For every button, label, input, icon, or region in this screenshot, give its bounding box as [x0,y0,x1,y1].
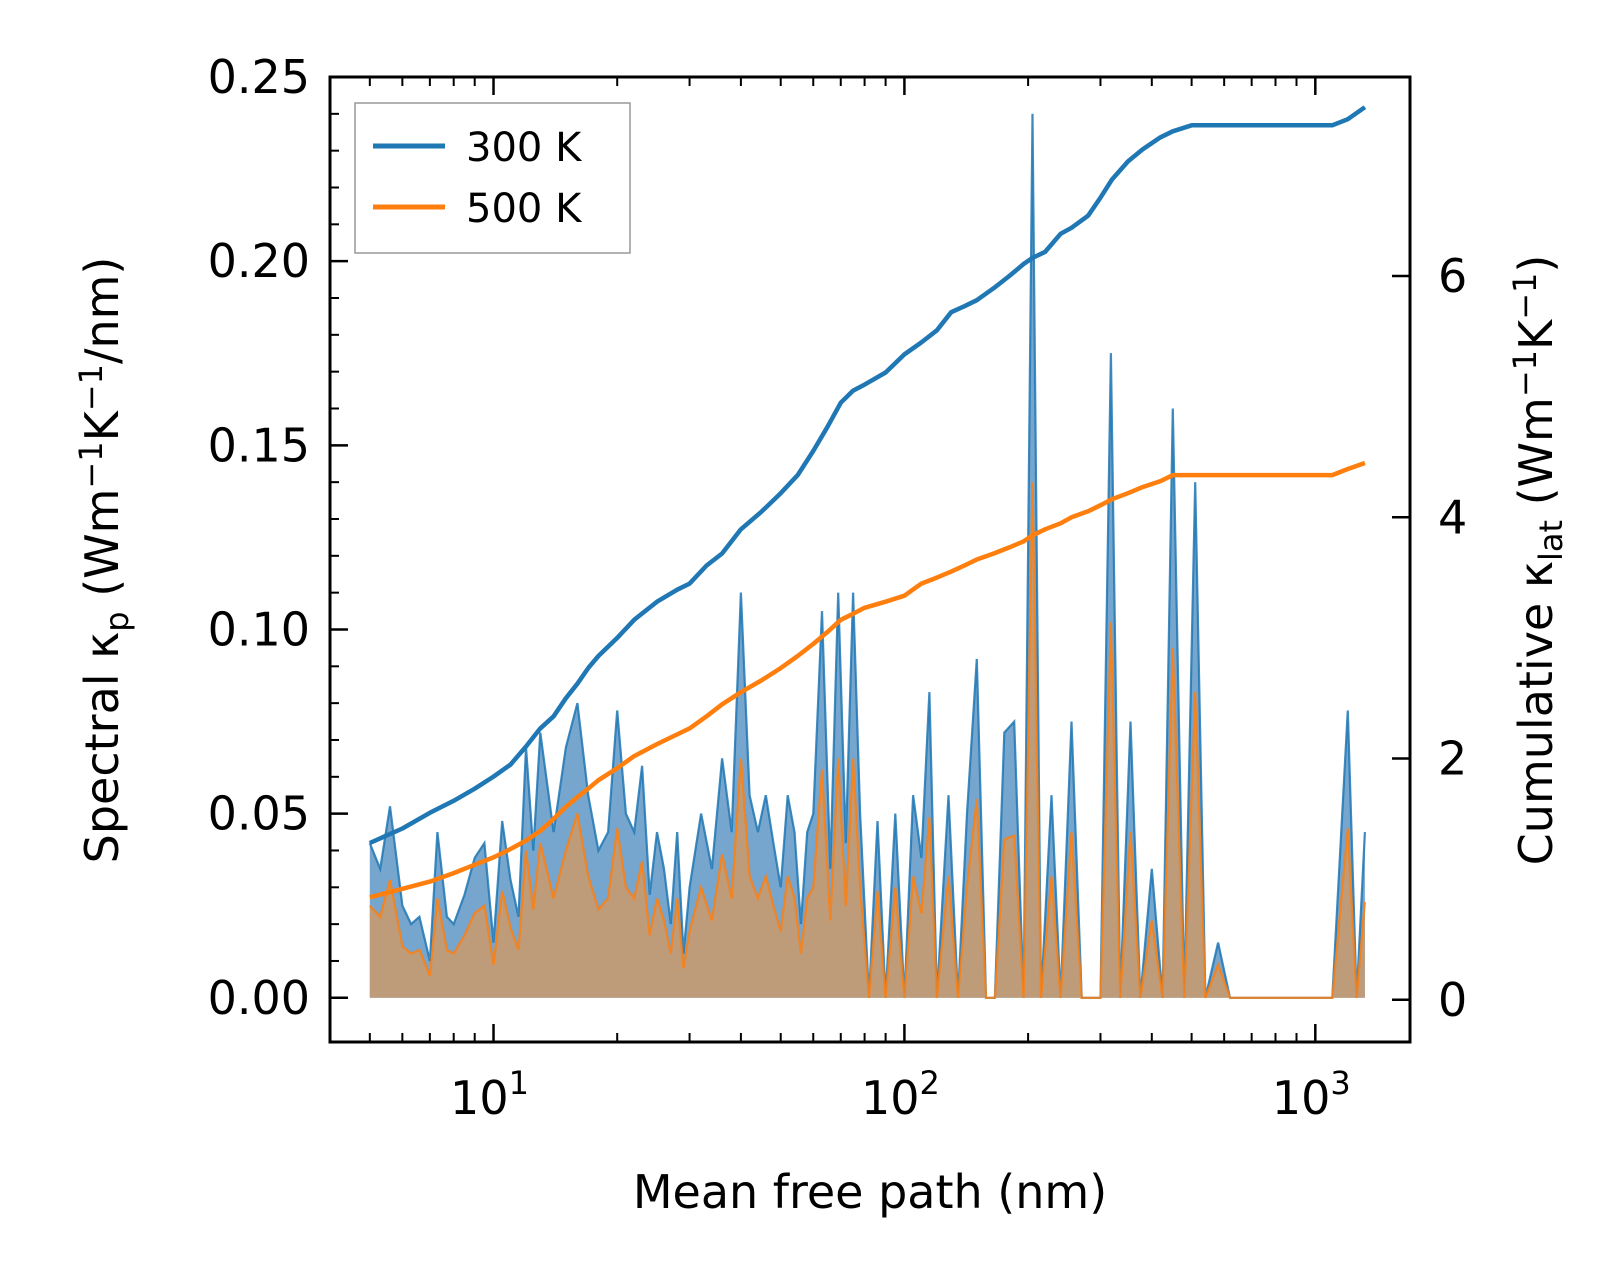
legend-box [354,102,631,254]
plot-frame [328,75,1412,1044]
legend-label-500k: 500 K [466,186,583,232]
y-right-tick-label: 0 [1438,973,1467,1027]
y-right-tick-label: 4 [1438,490,1467,544]
legend: 300 K 500 K [354,102,631,254]
x-tick-label: 101 [450,1064,529,1125]
x-tick-label: 102 [861,1064,940,1125]
axes: 0.00 0.05 0.10 0.15 0.20 0.25 0 2 4 6 101 102 103 [208,50,1468,1125]
legend-label-300k: 300 K [466,125,583,171]
y-axis-left-label: Spectral κp (Wm−1K−1/nm) [72,257,136,864]
y-left-tick-label: 0.25 [208,50,310,104]
y-left-tick-label: 0.10 [208,602,310,656]
y-axis-right-label: Cumulative κlat (Wm−1K−1) [1506,255,1570,866]
y-left-tick-label: 0.20 [208,234,310,288]
y-left-tick-label: 0.05 [208,787,310,841]
y-right-tick-label: 2 [1438,732,1467,786]
y-left-tick-label: 0.15 [208,418,310,472]
x-axis-label: Mean free path (nm) [633,1165,1107,1219]
spectral-line-500k [368,482,1366,999]
cumulative-line-300k [368,105,1367,846]
y-right-tick-label: 6 [1438,249,1467,303]
y-left-tick-label: 0.00 [208,971,310,1025]
plot-area [368,105,1367,999]
cumulative-line-500k [369,460,1366,900]
x-tick-label: 103 [1272,1064,1351,1125]
